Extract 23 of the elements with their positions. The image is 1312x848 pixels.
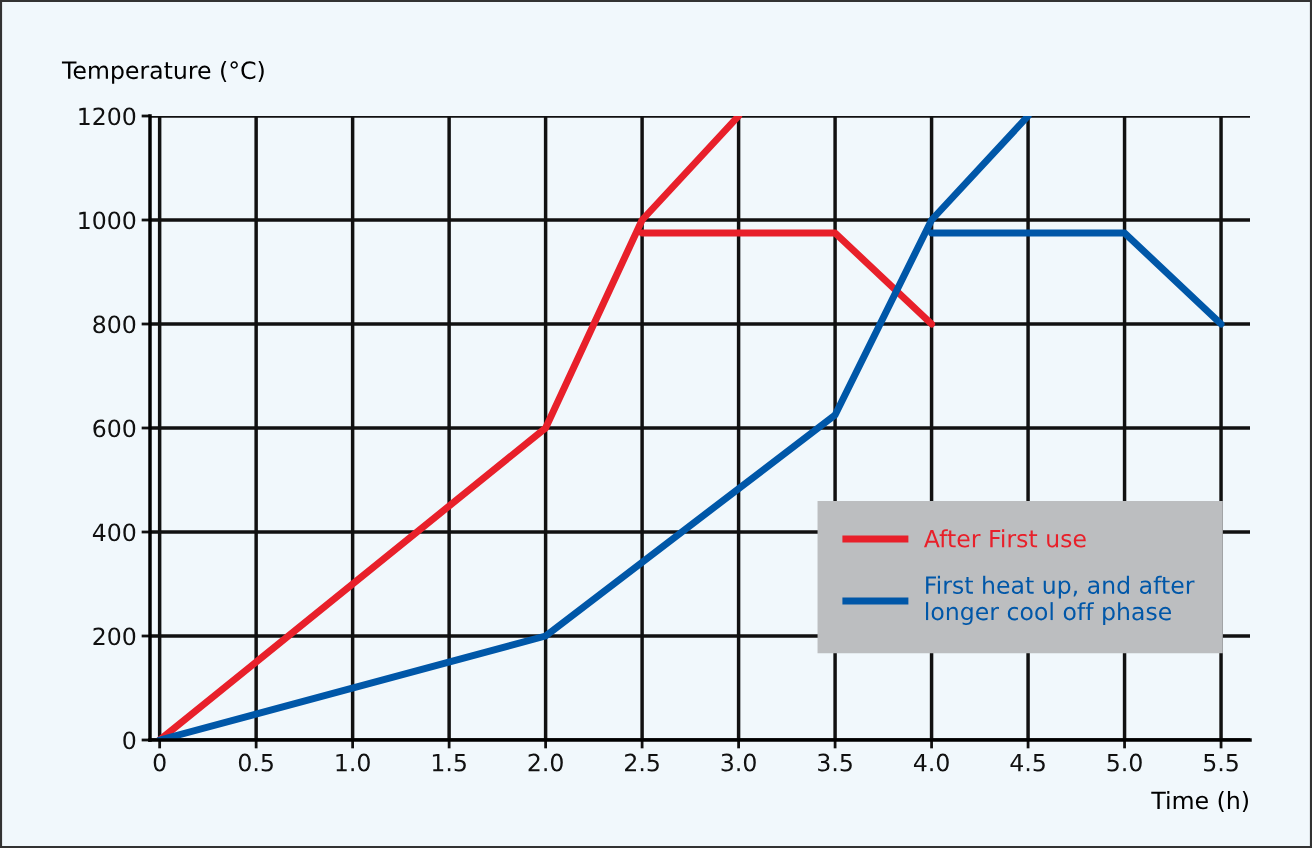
y-axis-title: Temperature (°C) <box>61 60 264 84</box>
x-tick-label: 4.0 <box>913 753 949 772</box>
x-tick-label: 1.0 <box>336 753 370 772</box>
legend-label: After First use <box>923 529 1086 548</box>
x-tick-label: 0.5 <box>238 753 273 772</box>
legend-label: First heat up, and after longer cool off phase <box>926 575 1195 625</box>
x-tick-label: 5.5 <box>1204 753 1238 772</box>
x-tick-label: 3.0 <box>721 753 756 772</box>
x-tick-label: 0 <box>153 753 166 772</box>
y-tick-label: 0 <box>123 731 136 750</box>
x-tick-label: 3.5 <box>818 753 852 772</box>
y-tick-label: 800 <box>93 315 136 334</box>
y-tick-label: 1200 <box>79 107 136 126</box>
x-tick-label: 4.5 <box>1010 753 1045 772</box>
y-tick-label: 400 <box>92 523 136 542</box>
y-tick-label: 600 <box>93 419 136 438</box>
x-tick-label: 2.0 <box>528 753 563 772</box>
y-tick-label: 200 <box>93 627 136 646</box>
x-tick-label: 5.0 <box>1107 753 1142 772</box>
y-tick-label: 1000 <box>79 211 136 230</box>
x-tick-label: 2.5 <box>625 753 659 772</box>
x-axis-title: Time (h) <box>1151 790 1248 813</box>
x-tick-label: 1.5 <box>432 753 466 772</box>
